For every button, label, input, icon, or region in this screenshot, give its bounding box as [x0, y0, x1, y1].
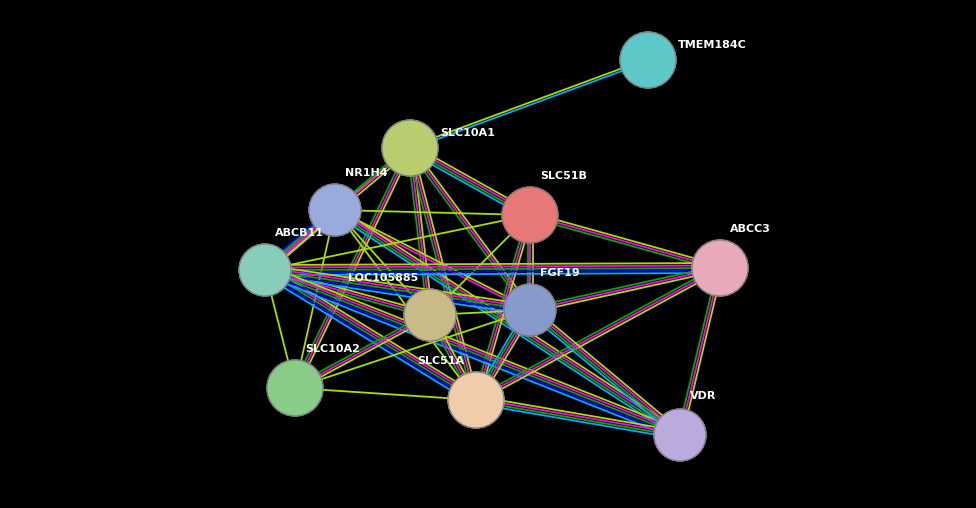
Circle shape: [692, 240, 748, 296]
Circle shape: [382, 120, 438, 176]
Circle shape: [504, 284, 556, 336]
Text: VDR: VDR: [690, 391, 716, 401]
Text: ABCC3: ABCC3: [730, 224, 771, 234]
Text: SLC51A: SLC51A: [417, 356, 464, 366]
Circle shape: [239, 244, 291, 296]
Text: NR1H4: NR1H4: [345, 168, 387, 178]
Text: SLC51B: SLC51B: [540, 171, 587, 181]
Text: SLC10A1: SLC10A1: [440, 128, 495, 138]
Text: LOC105885: LOC105885: [347, 273, 418, 283]
Circle shape: [267, 360, 323, 416]
Circle shape: [448, 372, 504, 428]
Circle shape: [502, 187, 558, 243]
Text: SLC10A2: SLC10A2: [305, 344, 360, 354]
Text: FGF19: FGF19: [540, 268, 580, 278]
Circle shape: [620, 32, 676, 88]
Circle shape: [654, 409, 706, 461]
Circle shape: [309, 184, 361, 236]
Text: ABCB11: ABCB11: [275, 228, 324, 238]
Circle shape: [404, 289, 456, 341]
Text: TMEM184C: TMEM184C: [678, 40, 747, 50]
